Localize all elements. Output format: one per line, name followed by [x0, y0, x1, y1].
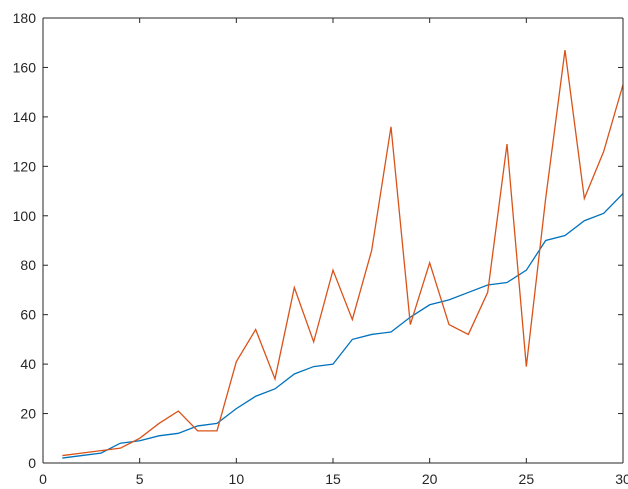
x-tick-label: 25 [519, 471, 535, 487]
axes-layer: 0 20 40 60 80 100 120 140 160 180 0 5 10 15 20 25 30 [13, 10, 628, 487]
y-tick-label: 140 [13, 109, 37, 125]
y-tick-label: 80 [20, 257, 36, 273]
y-tick-label: 0 [28, 455, 36, 471]
y-tick-label: 180 [13, 10, 37, 26]
x-tick-label: 30 [615, 471, 628, 487]
y-tick-label: 40 [20, 356, 36, 372]
y-tick-label: 20 [20, 406, 36, 422]
series-line-1 [62, 193, 624, 459]
series-layer [62, 50, 624, 459]
y-tick-label: 100 [13, 208, 37, 224]
x-tick-label: 20 [422, 471, 438, 487]
x-tick-label: 15 [325, 471, 341, 487]
x-tick-label: 0 [39, 471, 47, 487]
plot-background [43, 18, 623, 463]
x-tick-label: 10 [229, 471, 245, 487]
y-tick-label: 160 [13, 59, 37, 75]
series-line-2 [62, 50, 624, 457]
x-tick-label: 5 [136, 471, 144, 487]
plot-area [43, 18, 623, 463]
y-tick-label: 120 [13, 158, 37, 174]
y-tick-label: 60 [20, 307, 36, 323]
